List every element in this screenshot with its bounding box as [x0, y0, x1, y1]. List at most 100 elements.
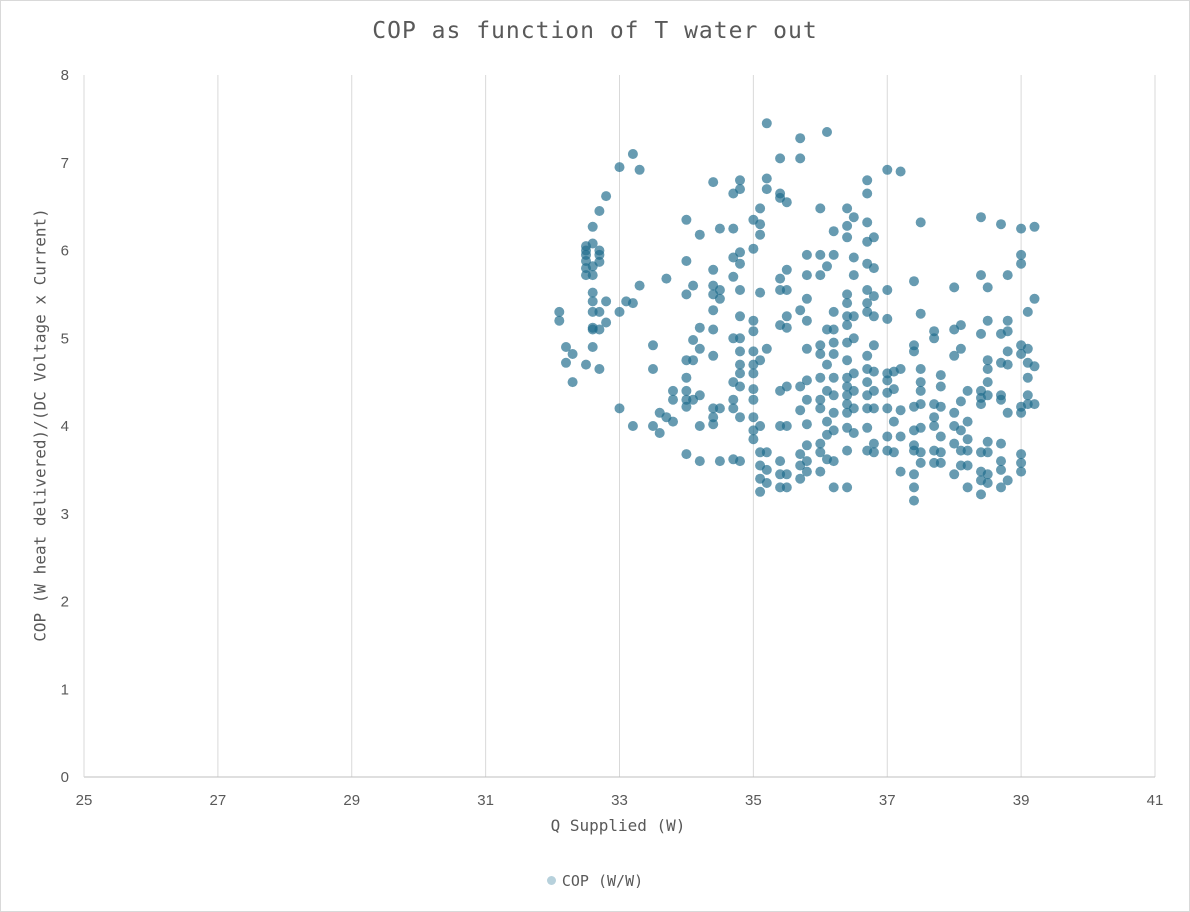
data-point [1029, 361, 1040, 372]
data-point [801, 293, 812, 304]
data-point [648, 421, 658, 431]
data-point [567, 349, 578, 359]
data-point [868, 438, 879, 449]
data-point [982, 364, 993, 374]
data-point [748, 315, 759, 326]
data-point [1002, 359, 1013, 370]
data-point [842, 320, 853, 331]
data-point [815, 447, 826, 458]
data-point [955, 396, 966, 407]
data-point [935, 381, 946, 392]
data-point [842, 355, 853, 366]
data-point [1022, 390, 1033, 401]
data-point [1002, 326, 1013, 337]
data-point [755, 421, 766, 431]
data-point [755, 229, 766, 240]
data-point [828, 226, 839, 237]
data-point [761, 173, 772, 184]
data-point [996, 219, 1006, 230]
data-point [996, 482, 1006, 493]
data-point [1016, 407, 1027, 418]
data-point [735, 175, 745, 186]
data-point [815, 349, 826, 359]
data-point [748, 346, 759, 357]
data-point [1002, 270, 1013, 281]
data-point [868, 447, 879, 458]
data-point [822, 416, 832, 427]
data-point [828, 407, 839, 418]
data-point [654, 428, 665, 438]
data-point [935, 401, 946, 412]
data-point [781, 381, 792, 392]
data-point [862, 422, 873, 433]
data-point [761, 118, 772, 129]
data-point [915, 457, 926, 468]
data-point [761, 184, 772, 195]
data-point [694, 229, 705, 240]
data-point [828, 349, 839, 359]
data-point [748, 434, 759, 445]
data-point [909, 346, 919, 357]
data-point [895, 431, 906, 442]
data-point [594, 256, 605, 267]
data-point [681, 372, 692, 383]
data-point [661, 273, 672, 284]
data-point [1022, 372, 1033, 383]
data-point [962, 460, 973, 471]
y-tick-label: 2 [61, 594, 69, 611]
data-point [895, 405, 906, 416]
data-point [681, 385, 692, 396]
data-point [614, 306, 625, 317]
data-point [982, 282, 993, 293]
data-point [976, 270, 986, 281]
data-point [815, 438, 826, 449]
data-point [561, 342, 571, 352]
data-point [694, 343, 705, 354]
data-point [781, 264, 792, 275]
legend-marker [546, 876, 556, 885]
data-point [842, 289, 853, 300]
data-point [815, 270, 826, 281]
data-point [848, 368, 859, 379]
data-point [868, 403, 879, 414]
data-point [694, 322, 705, 333]
data-point [781, 311, 792, 322]
data-point [848, 252, 859, 263]
legend: COP (W/W) [0, 872, 1190, 890]
data-point [714, 223, 725, 234]
data-point [848, 311, 859, 322]
data-point [795, 305, 806, 316]
y-tick-label: 5 [61, 330, 69, 347]
data-point [1002, 407, 1013, 418]
data-point [761, 447, 772, 458]
data-point [842, 220, 853, 231]
data-point [822, 359, 832, 370]
data-point [735, 184, 745, 195]
data-point [688, 280, 699, 291]
data-point [587, 221, 598, 232]
data-point [842, 203, 853, 214]
data-point [708, 324, 719, 335]
data-point [1002, 315, 1013, 326]
data-point [882, 285, 893, 295]
data-point [848, 385, 859, 396]
data-point [815, 466, 826, 477]
data-point [714, 403, 725, 414]
data-point [714, 456, 725, 467]
data-point [915, 377, 926, 388]
data-point [748, 368, 759, 379]
data-point [594, 206, 605, 216]
data-point [627, 298, 638, 309]
data-point [801, 440, 812, 451]
data-point [996, 464, 1006, 475]
data-point [775, 456, 786, 467]
data-point [1016, 223, 1027, 234]
data-point [668, 416, 678, 427]
data-point [1029, 399, 1040, 410]
data-point [935, 431, 946, 442]
data-point [601, 191, 612, 202]
data-point [996, 456, 1006, 467]
data-point [949, 407, 960, 418]
data-point [735, 359, 745, 370]
